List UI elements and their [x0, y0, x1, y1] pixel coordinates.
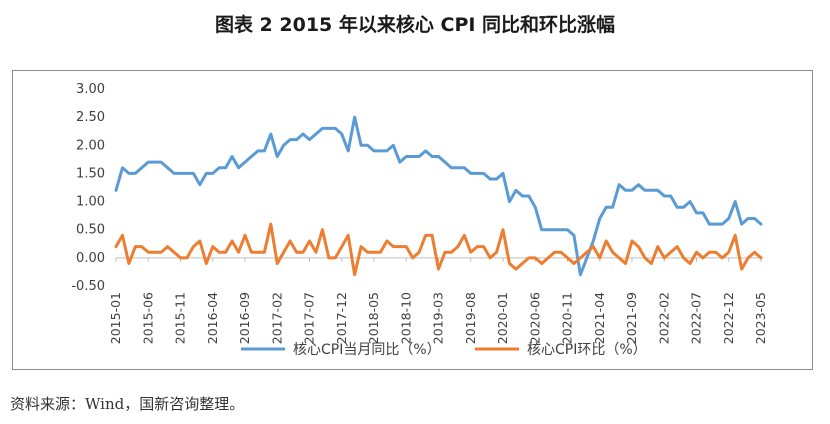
- y-tick-label: -0.50: [71, 279, 105, 294]
- y-tick-label: 2.00: [76, 138, 105, 153]
- x-tick-label: 2021-09: [624, 292, 639, 344]
- x-tick-label: 2023-05: [753, 292, 768, 344]
- x-tick-label: 2016-09: [237, 292, 252, 344]
- x-tick-label: 2022-02: [656, 292, 671, 344]
- y-tick-label: 1.00: [76, 195, 105, 210]
- x-tick-label: 2019-03: [431, 292, 446, 344]
- series-line-mom: [114, 222, 763, 277]
- series-line-yoy: [114, 115, 763, 277]
- y-tick-label: 1.50: [76, 166, 105, 181]
- x-tick-label: 2017-12: [334, 292, 349, 344]
- x-tick-label: 2017-07: [302, 292, 317, 344]
- x-tick-label: 2020-11: [560, 292, 575, 344]
- x-tick-label: 2021-04: [592, 292, 607, 344]
- x-tick-label: 2018-10: [398, 292, 413, 344]
- core-cpi-chart: 3.00 2.50 2.00 1.50 1.00 0.50 0.00 -0.502015-01…: [71, 82, 768, 358]
- x-tick-label: 2022-12: [721, 292, 736, 344]
- x-tick-label: 2016-04: [205, 292, 220, 344]
- x-tick-label: 2020-01: [495, 292, 510, 344]
- y-tick-label: 0.00: [76, 251, 105, 266]
- legend-item-yoy-label: 核心CPI当月同比（%）: [293, 342, 441, 358]
- legend-item-mom-label: 核心CPI环比（%）: [527, 342, 647, 358]
- x-tick-label: 2015-01: [108, 292, 123, 344]
- x-tick-label: 2019-08: [463, 292, 478, 344]
- x-tick-label: 2020-06: [527, 292, 542, 344]
- y-tick-label: 0.50: [76, 223, 105, 238]
- x-tick-label: 2022-07: [689, 292, 704, 344]
- y-tick-label: 3.00: [76, 82, 105, 97]
- chart-frame: 3.00 2.50 2.00 1.50 1.00 0.50 0.00 -0.50 2015-01…: [12, 70, 813, 370]
- x-tick-label: 2017-02: [269, 292, 284, 344]
- x-tick-label: 2015-11: [173, 292, 188, 344]
- x-tick-label: 2015-06: [140, 292, 155, 344]
- source-note: 资料来源：Wind，国新咨询整理。: [10, 395, 245, 413]
- y-tick-label: 2.50: [76, 110, 105, 125]
- x-tick-label: 2018-05: [366, 292, 381, 344]
- chart-title: 图表 2 2015 年以来核心 CPI 同比和环比涨幅: [214, 14, 616, 36]
